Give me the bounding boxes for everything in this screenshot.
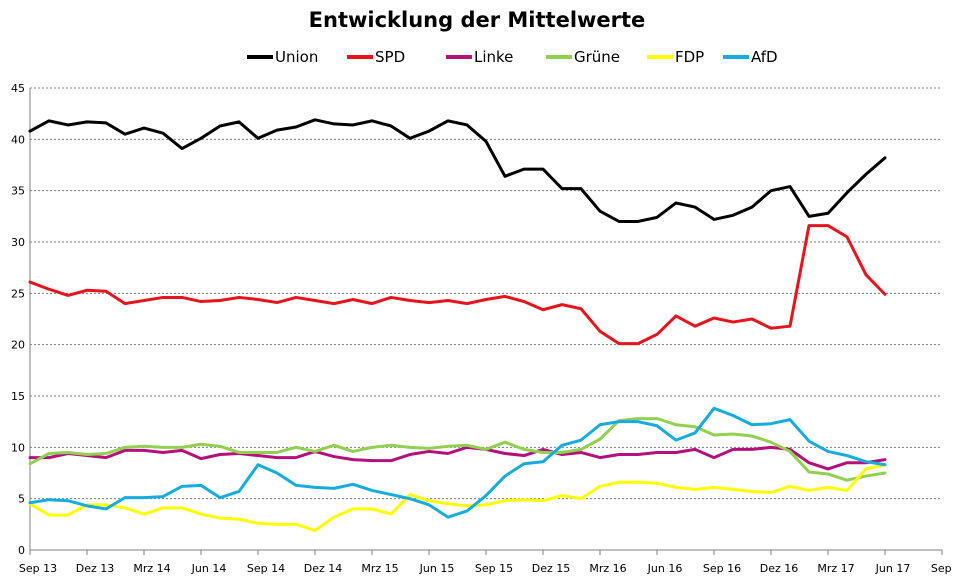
legend-label: SPD xyxy=(375,48,405,66)
legend-label: Grüne xyxy=(574,48,620,66)
y-tick-label: 25 xyxy=(11,287,25,300)
legend-label: Linke xyxy=(474,48,513,66)
series-line-fdp xyxy=(28,463,887,532)
y-tick-label: 0 xyxy=(18,544,25,557)
y-gridlines xyxy=(30,87,942,500)
legend-label: Union xyxy=(275,48,318,66)
x-tick-label: Jun 16 xyxy=(647,562,683,575)
y-tick-label: 45 xyxy=(11,82,25,95)
series-line-union xyxy=(28,118,887,223)
chart-title: Entwicklung der Mittelwerte xyxy=(309,8,646,32)
legend-label: FDP xyxy=(675,48,704,66)
series-line-afd xyxy=(28,406,887,519)
x-tick-label: Jun 17 xyxy=(875,562,911,575)
x-tick-label: Mrz 15 xyxy=(361,562,398,575)
axes xyxy=(29,88,942,551)
y-tick-label: 20 xyxy=(11,339,25,352)
y-tick-label: 30 xyxy=(11,236,25,249)
x-tick-label: Sep 13 xyxy=(19,562,57,575)
x-tick-label: Mrz 16 xyxy=(589,562,626,575)
chart-legend: Union SPD Linke Grüne FDP AfD xyxy=(247,48,778,66)
y-axis-ticks: 0 5 10 15 20 25 30 35 40 45 xyxy=(11,82,25,557)
x-tick-label: Sep 16 xyxy=(703,562,741,575)
y-tick-label: 35 xyxy=(11,185,25,198)
x-tick-label: Jun 14 xyxy=(191,562,227,575)
x-axis-ticks: Sep 13 Dez 13 Mrz 14 Jun 14 Sep 14 Dez 14 Mrz … xyxy=(19,550,955,575)
x-tick-label: Dez 14 xyxy=(304,562,343,575)
y-tick-label: 40 xyxy=(11,133,25,146)
x-tick-label: Sep 17 xyxy=(931,562,955,575)
series-lines xyxy=(28,118,887,532)
legend-label: AfD xyxy=(751,48,778,66)
y-tick-label: 5 xyxy=(18,493,25,506)
x-tick-label: Mrz 14 xyxy=(133,562,170,575)
x-tick-label: Sep 14 xyxy=(247,562,285,575)
y-tick-label: 15 xyxy=(11,390,25,403)
series-line-spd xyxy=(28,224,887,346)
x-tick-label: Sep 15 xyxy=(475,562,513,575)
series-line-linke xyxy=(28,445,887,471)
series-line-grüne xyxy=(28,417,887,482)
x-tick-label: Jun 15 xyxy=(419,562,455,575)
y-tick-label: 10 xyxy=(11,441,25,454)
x-tick-label: Dez 15 xyxy=(532,562,571,575)
x-tick-label: Dez 13 xyxy=(76,562,115,575)
x-tick-label: Mrz 17 xyxy=(817,562,854,575)
x-tick-label: Dez 16 xyxy=(760,562,799,575)
